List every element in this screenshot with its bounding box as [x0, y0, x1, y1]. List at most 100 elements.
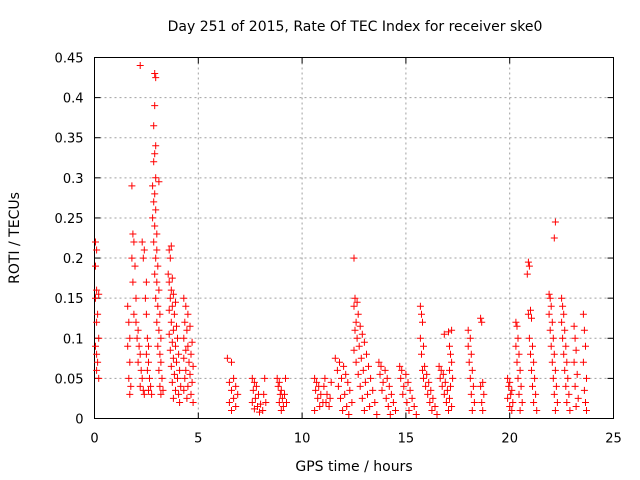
data-point — [513, 358, 521, 366]
data-point — [187, 350, 195, 358]
data-point — [416, 334, 424, 342]
data-point — [433, 411, 441, 418]
data-point — [446, 366, 453, 374]
data-point — [180, 334, 188, 342]
data-point — [517, 382, 525, 390]
data-point — [561, 366, 569, 374]
data-point — [183, 326, 191, 334]
data-point — [151, 190, 159, 198]
data-point — [478, 318, 486, 326]
data-point — [360, 407, 368, 414]
data-point — [385, 382, 393, 390]
data-point — [250, 378, 258, 386]
data-point — [172, 386, 179, 394]
data-point — [552, 382, 560, 390]
data-point — [516, 407, 524, 414]
data-point — [92, 294, 99, 302]
data-point — [174, 374, 181, 382]
y-tick-label: 0.25 — [55, 212, 84, 227]
data-point — [529, 382, 536, 390]
data-point — [274, 382, 282, 390]
data-point — [155, 286, 163, 294]
data-point — [355, 342, 363, 350]
data-point — [549, 374, 557, 382]
data-point — [137, 366, 145, 374]
data-point — [420, 342, 427, 350]
data-point — [249, 386, 257, 394]
x-tick-label: 25 — [605, 432, 622, 447]
data-point — [448, 403, 456, 410]
x-tick-label: 15 — [398, 432, 415, 447]
data-point — [354, 310, 362, 318]
data-point — [583, 407, 590, 414]
data-point — [147, 382, 155, 390]
data-point — [124, 342, 132, 350]
data-point — [429, 394, 437, 402]
data-point — [124, 302, 132, 310]
data-point — [188, 338, 196, 346]
data-point — [132, 318, 140, 326]
data-point — [326, 394, 334, 402]
data-point — [373, 411, 381, 418]
data-point — [386, 411, 394, 418]
data-point — [348, 399, 356, 406]
data-point — [477, 382, 485, 390]
data-point — [140, 246, 148, 254]
data-point — [419, 318, 426, 326]
data-point — [166, 346, 174, 354]
data-point — [132, 294, 140, 302]
data-point — [189, 362, 197, 370]
data-point — [93, 366, 101, 374]
data-point — [551, 366, 559, 374]
data-point — [523, 270, 531, 278]
data-point — [562, 342, 570, 350]
data-point — [351, 326, 359, 334]
data-point — [176, 399, 184, 406]
data-point — [340, 362, 348, 370]
data-point — [188, 378, 196, 386]
data-point — [357, 354, 365, 362]
data-point — [183, 394, 191, 402]
data-point — [129, 278, 137, 286]
data-point — [168, 274, 176, 282]
data-point — [366, 403, 374, 410]
data-point — [435, 362, 443, 370]
data-point — [445, 328, 452, 336]
data-point — [130, 238, 138, 246]
data-point — [167, 286, 175, 294]
data-points — [92, 62, 590, 418]
data-point — [560, 350, 568, 358]
data-point — [223, 354, 231, 362]
data-point — [384, 403, 392, 410]
data-point — [561, 326, 569, 334]
data-point — [142, 278, 150, 286]
data-point — [547, 302, 555, 310]
data-point — [135, 342, 143, 350]
data-point — [445, 407, 452, 414]
data-point — [506, 403, 514, 410]
data-point — [175, 350, 183, 358]
data-point — [92, 262, 99, 270]
data-point — [345, 411, 353, 418]
data-point — [516, 366, 524, 374]
data-point — [145, 386, 152, 394]
data-point — [465, 358, 473, 366]
y-tick-label: 0.15 — [55, 292, 84, 307]
data-point — [260, 390, 268, 398]
data-point — [344, 378, 352, 386]
data-point — [225, 378, 233, 386]
data-point — [545, 290, 553, 298]
data-point — [525, 262, 533, 270]
data-point — [259, 407, 267, 414]
data-point — [182, 302, 190, 310]
data-point — [151, 150, 159, 158]
data-point — [169, 290, 177, 298]
data-point — [560, 310, 568, 318]
x-tick-label: 5 — [194, 432, 202, 447]
data-point — [256, 408, 263, 416]
data-point — [275, 399, 283, 406]
data-point — [168, 302, 176, 310]
y-tick-label: 0.4 — [63, 92, 84, 107]
data-point — [356, 382, 364, 390]
data-point — [153, 318, 161, 326]
